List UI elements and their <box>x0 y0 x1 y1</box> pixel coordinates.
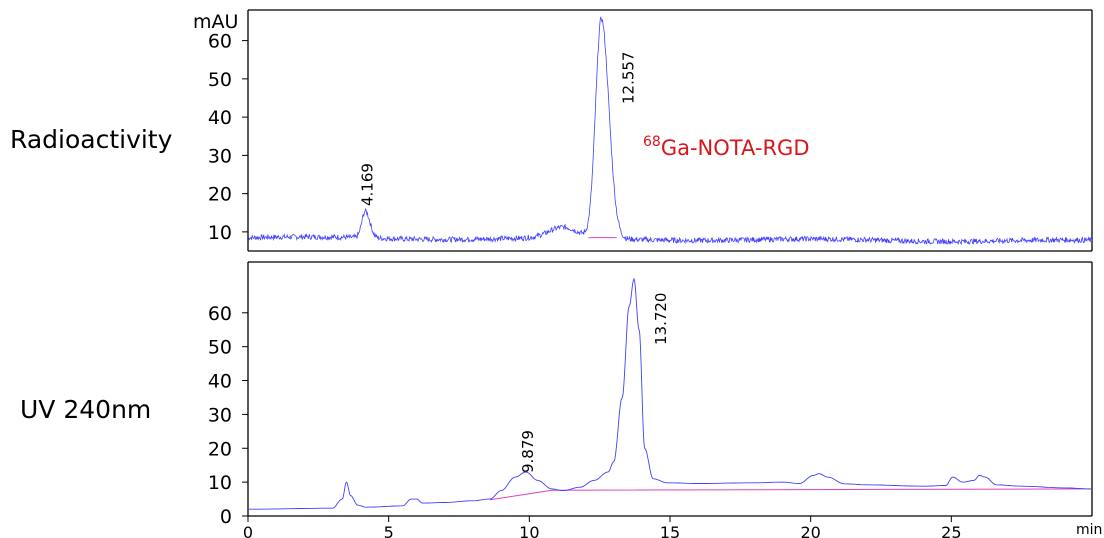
radioactivity-panel-label: Radioactivity <box>10 125 173 154</box>
x-tick-label-2: 10 <box>519 523 539 538</box>
radioactivity-peak-label-0: 4.169 <box>358 163 376 206</box>
radioactivity-panel: mAU Radioactivity 68Ga-NOTA-RGD 10 20 30 40… <box>10 9 1093 252</box>
radioactivity-y-axis-title: mAU <box>193 11 238 33</box>
compound-label-text: Ga-NOTA-RGD <box>661 136 810 160</box>
uv-panel: UV 240nm min 0 10 20 30 40 50 60 0 5 10 15 20 25 9.… <box>20 261 1102 538</box>
radioactivity-y-tick-label-1: 20 <box>208 184 232 206</box>
uv-y-tick-label-2: 20 <box>208 438 232 460</box>
radioactivity-y-tick-label-3: 40 <box>208 107 232 129</box>
uv-y-tick-label-3: 30 <box>208 404 232 426</box>
x-tick-label-3: 15 <box>660 523 680 538</box>
uv-y-tick-label-6: 60 <box>208 303 232 325</box>
radioactivity-peak-label-1: 12.557 <box>619 52 637 105</box>
x-axis-title: min <box>1076 522 1102 538</box>
radioactivity-y-tick-label-0: 10 <box>208 222 232 244</box>
radioactivity-trace <box>247 16 1093 246</box>
uv-y-tick-label-5: 50 <box>208 337 232 359</box>
radioactivity-y-tick-label-5: 60 <box>208 31 232 53</box>
x-tick-label-0: 0 <box>243 523 253 538</box>
uv-y-tick-label-0: 0 <box>220 506 232 528</box>
uv-peak-label-0: 9.879 <box>519 430 537 473</box>
radioactivity-y-tick-label-2: 30 <box>208 145 232 167</box>
x-tick-label-5: 25 <box>941 523 961 538</box>
uv-y-tick-label-1: 10 <box>208 472 232 494</box>
x-tick-label-4: 20 <box>800 523 820 538</box>
uv-panel-label: UV 240nm <box>20 395 151 424</box>
compound-label: 68Ga-NOTA-RGD <box>643 134 810 160</box>
uv-trace <box>248 277 1092 510</box>
uv-integration-baseline <box>489 488 1093 501</box>
x-tick-label-1: 5 <box>384 523 394 538</box>
radioactivity-y-tick-label-4: 50 <box>208 69 232 91</box>
uv-y-tick-label-4: 40 <box>208 371 232 393</box>
uv-peak-label-1: 13.720 <box>652 293 670 346</box>
compound-label-superscript: 68 <box>643 134 661 150</box>
